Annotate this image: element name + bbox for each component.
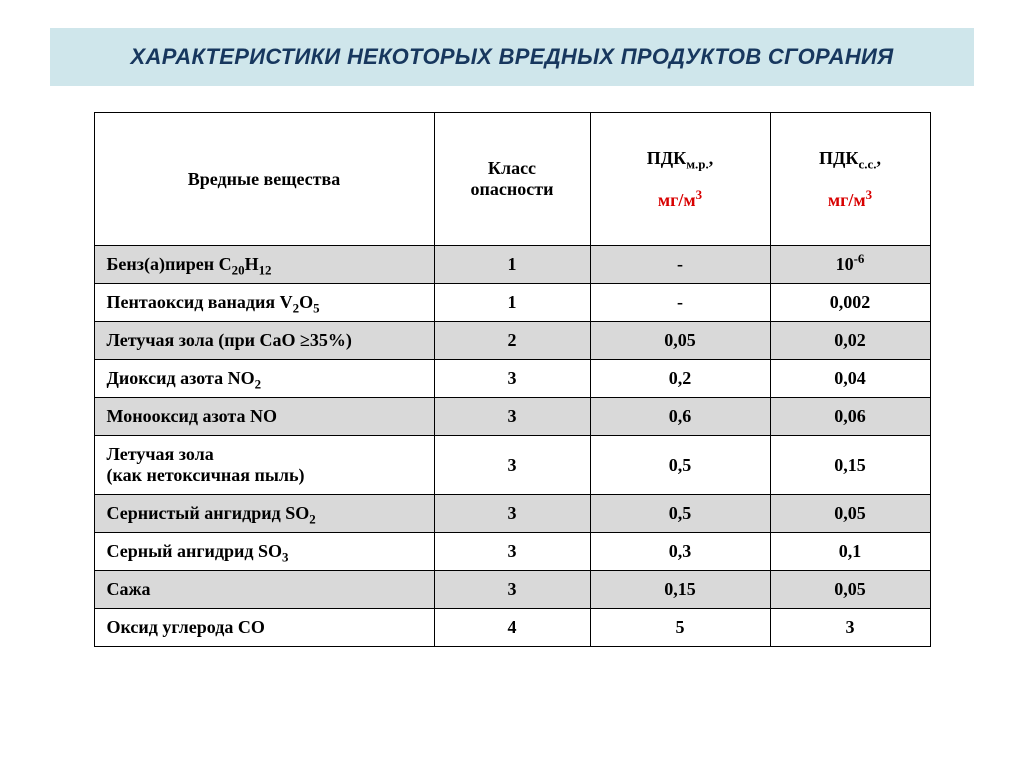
title-bar: ХАРАКТЕРИСТИКИ НЕКОТОРЫХ ВРЕДНЫХ ПРОДУКТ… <box>50 28 974 86</box>
table-wrap: Вредные вещества Класс опасности ПДКм.р.… <box>50 112 974 647</box>
cell-substance: Бенз(а)пирен C20H12 <box>94 246 434 284</box>
table-header: Вредные вещества Класс опасности ПДКм.р.… <box>94 113 930 246</box>
cell-substance: Серный ангидрид SO3 <box>94 533 434 571</box>
cell-pdk-mr: 0,5 <box>590 495 770 533</box>
cell-substance: Сернистый ангидрид SO2 <box>94 495 434 533</box>
cell-substance: Диоксид азота NO2 <box>94 360 434 398</box>
table-row: Летучая зола (при CaO ≥35%)20,050,02 <box>94 322 930 360</box>
cell-pdk-ss: 0,002 <box>770 284 930 322</box>
cell-pdk-ss: 10-6 <box>770 246 930 284</box>
cell-pdk-mr: 5 <box>590 609 770 647</box>
table-row: Бенз(а)пирен C20H121-10-6 <box>94 246 930 284</box>
unit-label: мг/м3 <box>658 190 702 210</box>
cell-pdk-ss: 0,05 <box>770 571 930 609</box>
col-header-pdk-mr: ПДКм.р., мг/м3 <box>590 113 770 246</box>
cell-pdk-mr: 0,05 <box>590 322 770 360</box>
col-header-class: Класс опасности <box>434 113 590 246</box>
table-row: Оксид углерода CO453 <box>94 609 930 647</box>
cell-class: 1 <box>434 284 590 322</box>
table-row: Монооксид азота NO30,60,06 <box>94 398 930 436</box>
cell-class: 3 <box>434 436 590 495</box>
cell-pdk-ss: 0,1 <box>770 533 930 571</box>
cell-pdk-mr: 0,5 <box>590 436 770 495</box>
cell-pdk-ss: 0,02 <box>770 322 930 360</box>
cell-class: 4 <box>434 609 590 647</box>
cell-class: 3 <box>434 398 590 436</box>
cell-substance: Оксид углерода CO <box>94 609 434 647</box>
cell-class: 1 <box>434 246 590 284</box>
table-row: Летучая зола(как нетоксичная пыль)30,50,… <box>94 436 930 495</box>
cell-class: 3 <box>434 533 590 571</box>
cell-pdk-ss: 0,06 <box>770 398 930 436</box>
cell-pdk-ss: 0,15 <box>770 436 930 495</box>
table-row: Сернистый ангидрид SO230,50,05 <box>94 495 930 533</box>
cell-pdk-ss: 0,05 <box>770 495 930 533</box>
cell-pdk-mr: 0,2 <box>590 360 770 398</box>
cell-pdk-mr: - <box>590 284 770 322</box>
cell-substance: Пентаоксид ванадия V2O5 <box>94 284 434 322</box>
cell-class: 3 <box>434 360 590 398</box>
cell-pdk-mr: 0,6 <box>590 398 770 436</box>
cell-pdk-ss: 0,04 <box>770 360 930 398</box>
col-header-substance: Вредные вещества <box>94 113 434 246</box>
cell-class: 3 <box>434 495 590 533</box>
substances-table: Вредные вещества Класс опасности ПДКм.р.… <box>94 112 931 647</box>
page-title: ХАРАКТЕРИСТИКИ НЕКОТОРЫХ ВРЕДНЫХ ПРОДУКТ… <box>58 44 966 70</box>
cell-substance: Летучая зола(как нетоксичная пыль) <box>94 436 434 495</box>
table-body: Бенз(а)пирен C20H121-10-6Пентаоксид вана… <box>94 246 930 647</box>
unit-label: мг/м3 <box>828 190 872 210</box>
cell-substance: Монооксид азота NO <box>94 398 434 436</box>
cell-substance: Летучая зола (при CaO ≥35%) <box>94 322 434 360</box>
slide: ХАРАКТЕРИСТИКИ НЕКОТОРЫХ ВРЕДНЫХ ПРОДУКТ… <box>0 0 1024 767</box>
table-row: Диоксид азота NO230,20,04 <box>94 360 930 398</box>
cell-substance: Сажа <box>94 571 434 609</box>
col-header-pdk-ss: ПДКс.с., мг/м3 <box>770 113 930 246</box>
cell-pdk-mr: - <box>590 246 770 284</box>
cell-pdk-mr: 0,15 <box>590 571 770 609</box>
cell-pdk-ss: 3 <box>770 609 930 647</box>
table-row: Пентаоксид ванадия V2O51-0,002 <box>94 284 930 322</box>
cell-class: 3 <box>434 571 590 609</box>
table-row: Сажа30,150,05 <box>94 571 930 609</box>
cell-class: 2 <box>434 322 590 360</box>
table-row: Серный ангидрид SO330,30,1 <box>94 533 930 571</box>
cell-pdk-mr: 0,3 <box>590 533 770 571</box>
